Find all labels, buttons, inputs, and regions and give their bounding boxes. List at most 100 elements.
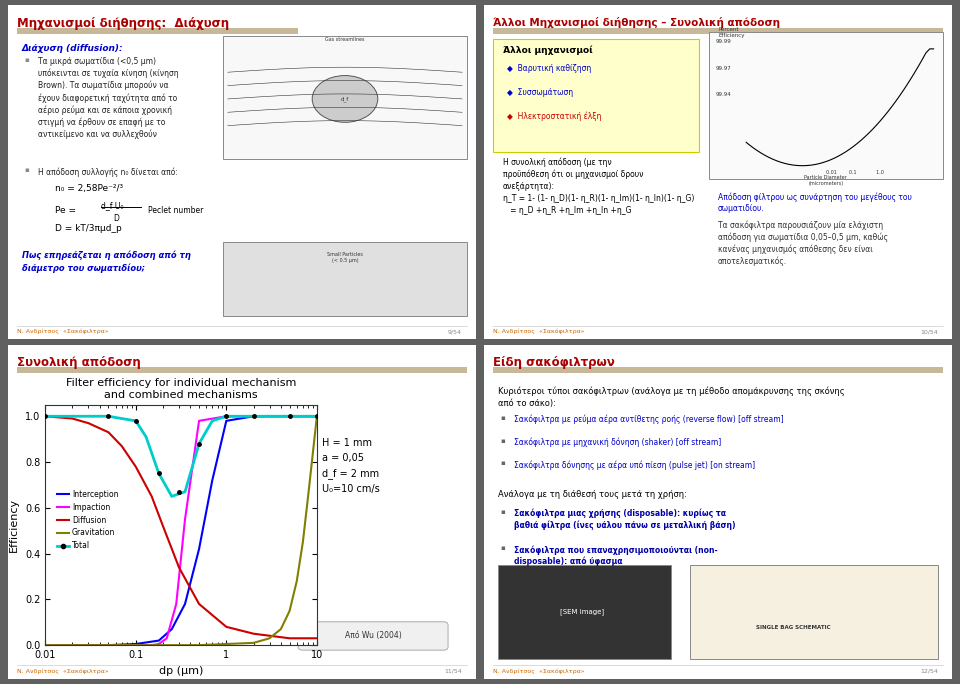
- Text: Τα σακόφιλτρα παρουσιάζουν μία ελάχιστη
απόδοση για σωματίδια 0,05–0,5 μm, καθώς: Τα σακόφιλτρα παρουσιάζουν μία ελάχιστη …: [718, 221, 888, 265]
- Impaction: [284, 412, 296, 421]
- Text: ◆  Συσσωμάτωση: ◆ Συσσωμάτωση: [507, 88, 573, 97]
- Text: Ν. Ανδρίτσος  «Σακόφιλτρα»: Ν. Ανδρίτσος «Σακόφιλτρα»: [493, 329, 585, 334]
- Gravitation: [291, 577, 302, 586]
- Impaction: [103, 641, 114, 649]
- Total: [140, 433, 152, 441]
- Bar: [493, 28, 943, 34]
- Impaction: [248, 412, 259, 421]
- Diffusion: [116, 442, 128, 450]
- Text: 99.97: 99.97: [716, 66, 732, 70]
- Text: Η απόδοση συλλογής n₀ δίνεται από:: Η απόδοση συλλογής n₀ δίνεται από:: [38, 168, 178, 177]
- Total: [116, 415, 128, 423]
- Interception: [248, 412, 259, 421]
- Text: ◆  Βαρυτική καθίζηση: ◆ Βαρυτική καθίζηση: [507, 64, 591, 73]
- Text: ▪: ▪: [500, 545, 505, 551]
- Line: Total: Total: [45, 417, 317, 497]
- Diffusion: [130, 462, 141, 471]
- Interception: [221, 417, 232, 425]
- Interception: [284, 412, 296, 421]
- Total: [311, 412, 323, 421]
- Bar: [690, 565, 938, 659]
- Text: [SEM image]: [SEM image]: [560, 608, 604, 615]
- Text: D = kT/3πμd_p: D = kT/3πμd_p: [55, 224, 121, 233]
- Text: ▪: ▪: [500, 460, 505, 466]
- Text: Μηχανισμοί διήθησης:  Διάχυση: Μηχανισμοί διήθησης: Διάχυση: [17, 17, 229, 30]
- Diffusion: [284, 634, 296, 642]
- Gravitation: [276, 625, 287, 633]
- Text: d_f: d_f: [341, 96, 349, 102]
- Total: [153, 469, 164, 477]
- Total: [206, 417, 218, 425]
- Line: Impaction: Impaction: [45, 417, 317, 645]
- Total: [130, 417, 141, 425]
- Text: 0.01        0.1             1.0: 0.01 0.1 1.0: [826, 170, 884, 174]
- FancyBboxPatch shape: [299, 622, 448, 650]
- Gravitation: [264, 634, 276, 642]
- Diffusion: [248, 629, 259, 637]
- Bar: [493, 367, 943, 373]
- Text: H = 1 mm
a = 0,05
d_f = 2 mm
U₀=10 cm/s: H = 1 mm a = 0,05 d_f = 2 mm U₀=10 cm/s: [322, 438, 379, 493]
- Interception: [103, 641, 114, 649]
- Gravitation: [39, 641, 51, 649]
- Impaction: [146, 641, 157, 649]
- Impaction: [193, 417, 204, 425]
- Text: Ανάλογα με τη διάθεσή τους μετά τη χρήση:: Ανάλογα με τη διάθεσή τους μετά τη χρήση…: [498, 490, 686, 499]
- Impaction: [221, 412, 232, 421]
- Title: Filter efficiency for individual mechanism
and combined mechanisms: Filter efficiency for individual mechani…: [66, 378, 297, 400]
- Text: Διάχυση (diffusion):: Διάχυση (diffusion):: [22, 44, 123, 53]
- Text: Ν. Ανδρίτσος  «Σακόφιλτρα»: Ν. Ανδρίτσος «Σακόφιλτρα»: [493, 668, 585, 674]
- Impaction: [153, 640, 164, 648]
- Text: ▪: ▪: [24, 168, 29, 173]
- Text: Άλλοι Μηχανισμοί διήθησης – Συνολική απόδοση: Άλλοι Μηχανισμοί διήθησης – Συνολική από…: [493, 17, 780, 28]
- Text: Τα μικρά σωματίδια (<0,5 μm)
υπόκεινται σε τυχαία κίνηση (κίνηση
Brown). Τα σωμα: Τα μικρά σωματίδια (<0,5 μm) υπόκεινται …: [38, 57, 179, 139]
- Bar: [17, 367, 467, 373]
- Text: Σακόφιλτρα που επαναχρησιμοποιούνται (non-
disposable): από ύφασμα: Σακόφιλτρα που επαναχρησιμοποιούνται (no…: [515, 545, 718, 566]
- Legend: Interception, Impaction, Diffusion, Gravitation, Total: Interception, Impaction, Diffusion, Grav…: [55, 487, 122, 553]
- Total: [193, 440, 204, 448]
- Gravitation: [221, 640, 232, 648]
- Total: [284, 412, 296, 421]
- Text: ▪: ▪: [500, 415, 505, 421]
- Diffusion: [157, 522, 169, 530]
- Text: D: D: [113, 214, 119, 223]
- Text: Σακόφιλτρα δόνησης με αέρα υπό πίεση (pulse jet) [on stream]: Σακόφιλτρα δόνησης με αέρα υπό πίεση (pu…: [515, 460, 756, 470]
- Interception: [166, 625, 178, 633]
- Text: n₀ = 2,58Pe⁻²/³: n₀ = 2,58Pe⁻²/³: [55, 184, 123, 193]
- Gravitation: [297, 538, 308, 547]
- Diffusion: [221, 622, 232, 631]
- Line: Interception: Interception: [45, 417, 317, 645]
- Text: ◆  Ηλεκτροστατική έλξη: ◆ Ηλεκτροστατική έλξη: [507, 112, 602, 122]
- Gravitation: [248, 639, 259, 647]
- Text: Κυριότεροι τύποι σακόφιλτρων (ανάλογα με τη μέθοδο απομάκρυνσης της σκόνης
από τ: Κυριότεροι τύποι σακόφιλτρων (ανάλογα με…: [498, 386, 845, 408]
- Text: Percent
Efficiency: Percent Efficiency: [718, 27, 745, 38]
- Text: 9/54: 9/54: [448, 329, 462, 334]
- Bar: [17, 28, 299, 34]
- Impaction: [161, 634, 173, 642]
- Circle shape: [312, 75, 378, 122]
- Text: Απόδοση φίλτρου ως συνάρτηση του μεγέθους του
σωματιδίου.: Απόδοση φίλτρου ως συνάρτηση του μεγέθου…: [718, 192, 912, 213]
- Interception: [39, 641, 51, 649]
- Gravitation: [130, 641, 141, 649]
- Gravitation: [193, 641, 204, 649]
- Text: 11/54: 11/54: [444, 668, 462, 674]
- Interception: [311, 412, 323, 421]
- Line: Gravitation: Gravitation: [45, 417, 317, 645]
- Total: [39, 412, 51, 421]
- Total: [103, 412, 114, 421]
- Text: 10/54: 10/54: [921, 329, 938, 334]
- Impaction: [311, 412, 323, 421]
- Text: Σακόφιλτρα με μηχανική δόνηση (shaker) [off stream]: Σακόφιλτρα με μηχανική δόνηση (shaker) […: [515, 438, 722, 447]
- Gravitation: [284, 607, 296, 615]
- Total: [180, 488, 191, 496]
- Text: Σακόφιλτρα με ρεύμα αέρα αντίθετης ροής (reverse flow) [off stream]: Σακόφιλτρα με ρεύμα αέρα αντίθετης ροής …: [515, 415, 784, 424]
- Text: 99.99: 99.99: [716, 39, 732, 44]
- Text: ▪: ▪: [500, 438, 505, 443]
- Text: 99.94: 99.94: [716, 92, 732, 97]
- Total: [83, 412, 94, 421]
- X-axis label: dp (μm): dp (μm): [158, 666, 204, 676]
- Text: 12/54: 12/54: [921, 668, 938, 674]
- Interception: [206, 476, 218, 484]
- Total: [166, 492, 178, 501]
- Diffusion: [83, 419, 94, 428]
- Diffusion: [39, 412, 51, 421]
